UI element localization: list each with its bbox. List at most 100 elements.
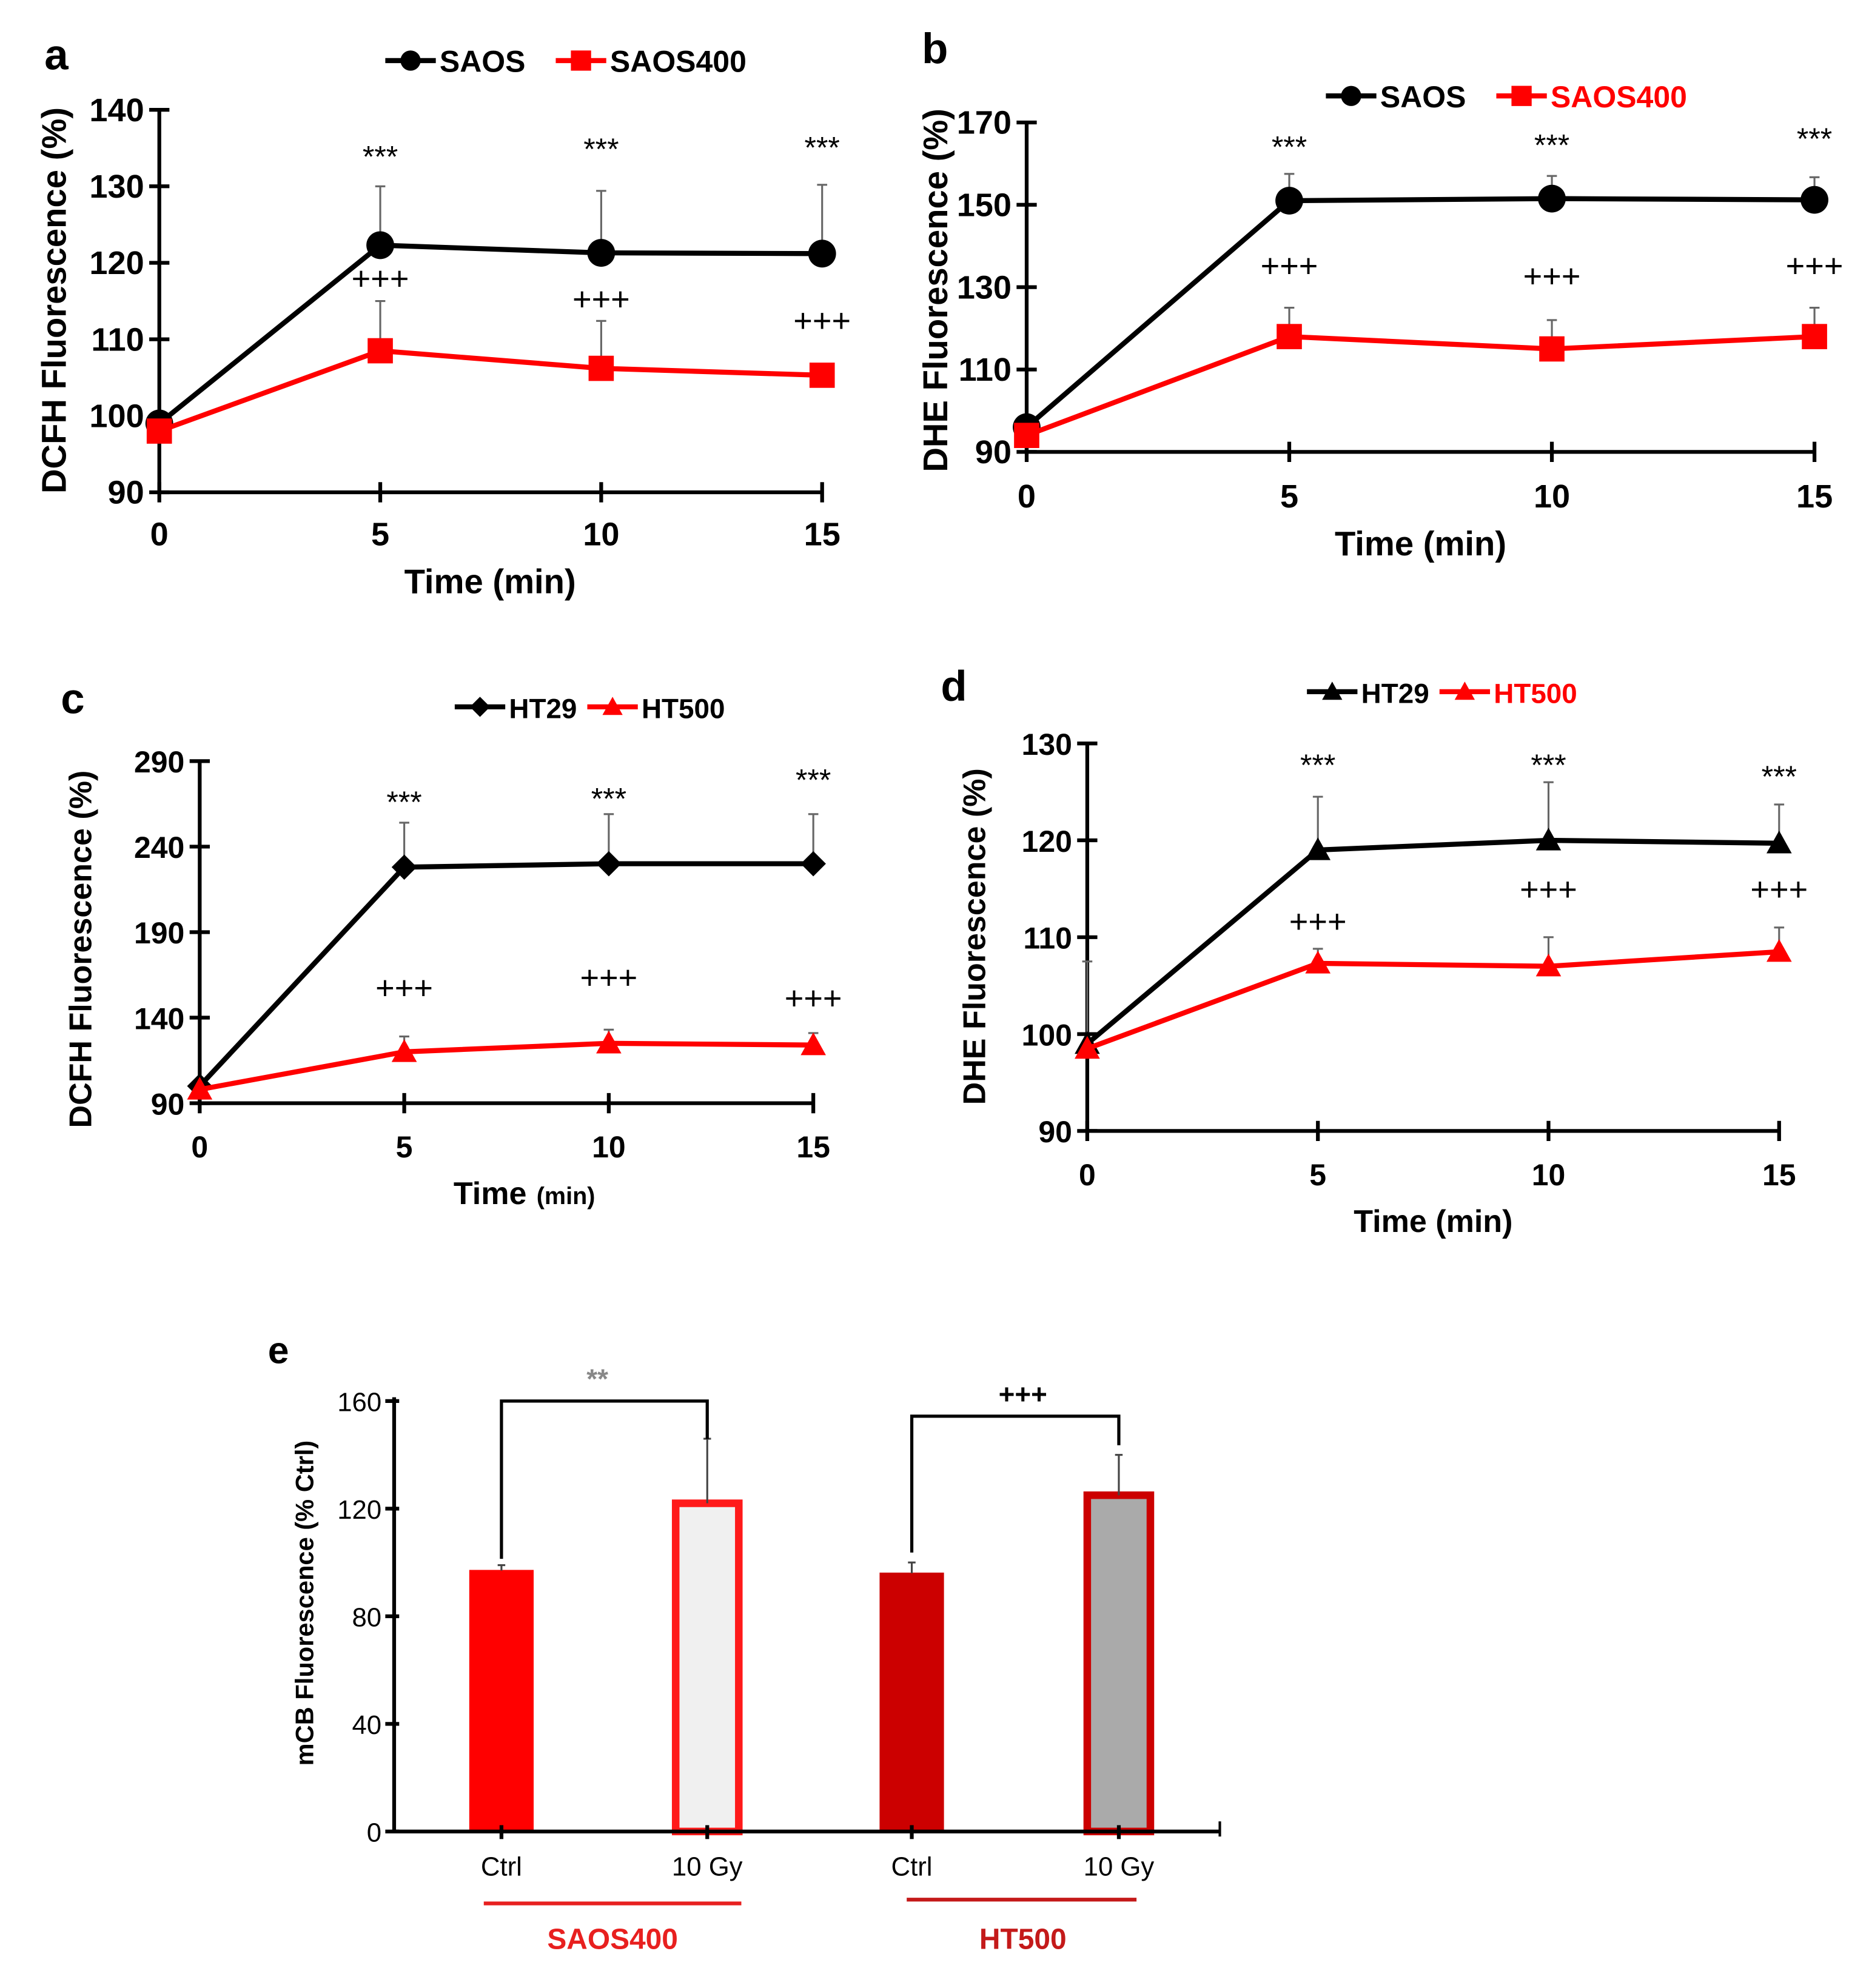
significance-mark: +++ [999, 1379, 1047, 1410]
series-HT500 [1075, 926, 1792, 1059]
y-tick-label: 160 [337, 1388, 381, 1417]
x-tick-label: 10 [1534, 478, 1570, 515]
x-tick-label: 0 [1018, 478, 1036, 515]
significance-mark: *** [1534, 128, 1569, 162]
data-point [1538, 184, 1566, 213]
series-line [1086, 949, 1780, 1051]
legend-label: SAOS [1380, 80, 1466, 114]
y-tick-label: 130 [89, 169, 144, 205]
bar [469, 1570, 534, 1832]
x-axis-label: Time (min) [1335, 524, 1506, 563]
data-point [1539, 336, 1565, 362]
x-axis-label: Time (min) [1354, 1204, 1512, 1239]
significance-mark: *** [1531, 748, 1566, 782]
series-SAOS [145, 184, 836, 438]
data-point [366, 231, 394, 259]
legend-label: SAOS400 [1551, 80, 1687, 114]
x-tick-label: 10 [592, 1130, 626, 1164]
x-tick-label: 0 [150, 516, 169, 552]
series-SAOS400 [1014, 307, 1827, 448]
x-tick-label: 10 [583, 516, 619, 552]
y-axis-label: DCFH Fluorescence (%) [35, 107, 73, 494]
data-point [587, 239, 616, 267]
x-tick-label: 5 [396, 1130, 413, 1164]
data-point [1535, 828, 1562, 851]
data-point [800, 1032, 826, 1056]
data-point [391, 854, 417, 880]
legend-marker-triangle [1454, 681, 1475, 700]
data-point [596, 1031, 622, 1054]
y-tick-label: 80 [352, 1603, 382, 1633]
data-point [146, 418, 172, 444]
legend-marker-square [571, 50, 591, 71]
legend-marker-triangle [602, 697, 623, 715]
significance-mark: *** [583, 132, 619, 166]
legend-label: SAOS [440, 45, 526, 79]
x-tick-label: 10 [1532, 1158, 1566, 1192]
legend-label: HT500 [642, 694, 725, 725]
data-point [1275, 187, 1303, 215]
x-tick-label: 5 [371, 516, 389, 552]
data-point [1766, 939, 1792, 962]
significance-mark: +++ [580, 960, 637, 996]
panel-b: b 90 110 130 150 170 0 5 10 15 Time (min) DHE Fluor… [916, 24, 1844, 563]
category-label: 10 Gy [672, 1852, 743, 1882]
x-tick-label: 15 [804, 516, 841, 552]
data-point [1305, 837, 1331, 860]
group-label: SAOS400 [547, 1923, 678, 1955]
panel-letter: e [268, 1329, 289, 1371]
x-tick-label: 0 [1079, 1158, 1096, 1192]
series-HT29 [187, 813, 826, 1099]
legend-marker-square [1511, 85, 1532, 106]
data-point [1535, 953, 1562, 977]
x-axis-label: Time [454, 1176, 527, 1211]
data-point [596, 851, 622, 877]
data-point [391, 1039, 417, 1062]
panel-a: a 90 100 110 120 130 140 0 5 10 15 Time (min) DCFH F… [35, 31, 851, 601]
y-tick-label: 240 [134, 831, 184, 865]
y-tick-label: 290 [134, 745, 184, 779]
series-line [158, 348, 822, 433]
y-tick-label: 90 [108, 475, 144, 511]
panel-letter: d [941, 661, 967, 709]
y-tick-label: 120 [1022, 825, 1072, 858]
legend-marker-circle [400, 50, 421, 71]
y-tick-label: 130 [1022, 728, 1072, 761]
y-tick-label: 150 [957, 187, 1012, 224]
x-tick-label: 0 [191, 1130, 208, 1164]
series-SAOS [1013, 173, 1828, 441]
y-tick-label: 110 [959, 352, 1012, 388]
data-point [800, 851, 826, 877]
data-point [1014, 423, 1039, 448]
significance-mark: +++ [1289, 903, 1347, 940]
series-line [1085, 837, 1779, 1046]
significance-mark: *** [1300, 748, 1335, 782]
series-line [1025, 333, 1815, 438]
data-point [1802, 324, 1827, 349]
legend-marker-diamond [469, 697, 491, 717]
y-tick-label: 120 [89, 245, 144, 281]
significance-mark: +++ [785, 980, 842, 1016]
series-line [198, 861, 814, 1088]
data-point [1277, 324, 1302, 349]
group-label: HT500 [979, 1923, 1067, 1955]
significance-mark: +++ [572, 281, 630, 318]
data-point [588, 355, 614, 381]
category-label: Ctrl [481, 1852, 522, 1882]
legend-label: HT29 [1361, 678, 1429, 709]
significance-mark: *** [363, 140, 398, 174]
series-line [158, 243, 822, 426]
significance-mark: *** [1272, 130, 1307, 164]
y-tick-label: 120 [337, 1495, 381, 1525]
y-tick-label: 190 [134, 916, 184, 950]
significance-mark: +++ [793, 303, 851, 339]
data-point [1766, 831, 1792, 854]
data-point [1075, 1036, 1100, 1059]
legend-label: HT29 [509, 694, 577, 725]
y-tick-label: 140 [134, 1002, 184, 1036]
data-point [187, 1077, 213, 1100]
series-HT500 [187, 1028, 826, 1100]
panel-c: c 90 140 190 240 290 0 5 10 15 Time (min) DCFH Fluor… [61, 674, 842, 1211]
data-point [1305, 951, 1331, 974]
